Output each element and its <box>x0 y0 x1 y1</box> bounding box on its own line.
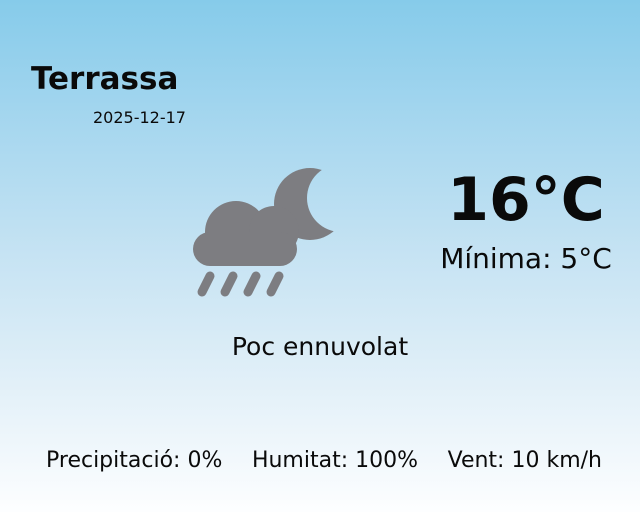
temperature-block: 16°C Mínima: 5°C <box>420 170 632 275</box>
current-temperature: 16°C <box>447 165 605 235</box>
location-title: Terrassa <box>31 61 179 97</box>
stats-row: Precipitació: 0% Humitat: 100% Vent: 10 … <box>0 448 640 473</box>
condition-label: Poc ennuvolat <box>231 332 409 361</box>
weather-icon <box>190 158 350 308</box>
cloud-icon <box>193 201 299 266</box>
date-label: 2025-12-17 <box>93 108 186 127</box>
wind-stat: Vent: 10 km/h <box>447 448 602 473</box>
rain-icon <box>197 271 284 297</box>
humidity-stat: Humitat: 100% <box>251 448 419 473</box>
cloud-moon-rain-icon <box>193 168 346 297</box>
precipitation-stat: Precipitació: 0% <box>46 448 223 473</box>
minimum-temperature: Mínima: 5°C <box>440 242 612 275</box>
